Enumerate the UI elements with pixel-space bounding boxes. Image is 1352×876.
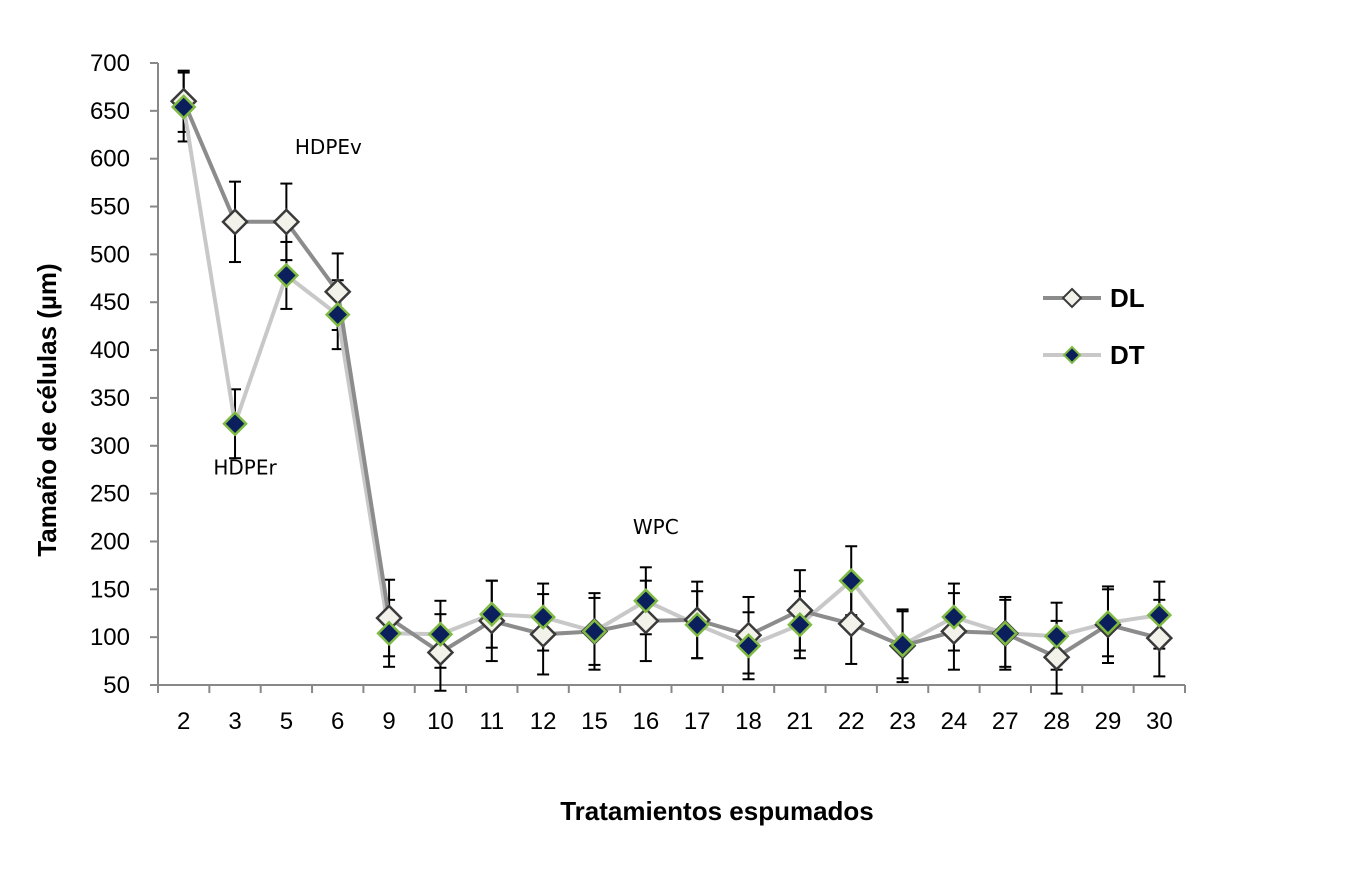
y-tick-label: 700 <box>90 50 130 77</box>
x-tick-label: 2 <box>177 708 190 735</box>
point-dt <box>427 621 454 648</box>
x-tick-label: 16 <box>632 708 659 735</box>
y-tick-label: 250 <box>90 481 130 508</box>
point-dl <box>272 208 301 236</box>
x-tick-label: 23 <box>889 708 916 735</box>
point-dt <box>530 604 556 630</box>
point-dt <box>324 301 351 328</box>
point-dt <box>941 604 967 630</box>
point-dt <box>1043 623 1070 649</box>
y-tick-label: 600 <box>90 146 130 173</box>
annotation-label: WPC <box>633 515 679 539</box>
y-tick-label: 450 <box>90 289 130 316</box>
legend-marker-dt <box>1062 345 1082 365</box>
x-tick-label: 12 <box>530 708 557 735</box>
x-tick-label: 29 <box>1095 708 1122 735</box>
legend-label-dl: DL <box>1110 283 1145 313</box>
x-tick-label: 30 <box>1146 708 1173 735</box>
annotation-label: HDPEr <box>213 455 277 479</box>
y-tick-label: 200 <box>90 528 130 555</box>
x-tick-label: 10 <box>427 708 454 735</box>
point-dl <box>529 620 557 649</box>
annotations: HDPEv HDPEr WPC <box>213 135 678 539</box>
point-dt <box>787 611 813 638</box>
point-dt <box>838 567 864 594</box>
y-tick-label: 650 <box>90 98 130 125</box>
y-tick-label: 500 <box>90 241 130 268</box>
x-tick-label: 28 <box>1043 708 1070 735</box>
point-dl <box>940 617 968 646</box>
annotation-label: HDPEv <box>295 135 362 159</box>
point-dl <box>632 607 660 635</box>
point-dt <box>1146 602 1173 628</box>
series-markers <box>169 87 1174 672</box>
point-dt <box>170 94 197 120</box>
x-tick-label: 22 <box>838 708 865 735</box>
y-tick-label: 350 <box>90 385 130 412</box>
point-dl <box>1145 624 1174 652</box>
point-dt <box>479 601 505 627</box>
legend-label-dt: DT <box>1110 340 1145 370</box>
point-dt <box>889 632 916 658</box>
point-dt <box>273 262 300 289</box>
point-dt <box>376 620 402 647</box>
series-lines <box>181 100 1160 660</box>
y-tick-label: 50 <box>103 672 130 699</box>
x-tick-label: 21 <box>787 708 814 735</box>
point-dl <box>221 208 249 236</box>
y-tick-label: 550 <box>90 194 130 221</box>
point-dl <box>426 638 455 667</box>
x-axis-title: Tratamientos espumados <box>560 796 874 826</box>
point-dt <box>992 620 1019 647</box>
x-tick-label: 9 <box>382 708 395 735</box>
x-tick-label: 6 <box>331 708 344 735</box>
point-dl <box>1042 643 1071 672</box>
legend: DL DT <box>1043 283 1145 370</box>
x-tick-label: 15 <box>581 708 608 735</box>
point-dt <box>1095 610 1121 636</box>
axes <box>150 62 1186 693</box>
x-tick-label: 17 <box>684 708 711 735</box>
legend-marker-dl <box>1061 287 1083 309</box>
x-tick-label: 5 <box>280 708 293 735</box>
series-line-dt <box>181 106 1160 648</box>
x-tick-label: 18 <box>735 708 762 735</box>
x-tick-label: 11 <box>479 708 504 735</box>
tick-labels: 50 100 150 200 250 300 350 400 450 500 550 600 650 70… <box>90 50 1173 735</box>
point-dt <box>633 588 659 614</box>
point-dt <box>735 632 762 659</box>
point-dt <box>222 410 248 437</box>
x-tick-label: 3 <box>228 708 241 735</box>
y-tick-label: 300 <box>90 433 130 460</box>
y-tick-label: 150 <box>90 576 130 603</box>
x-tick-label: 27 <box>992 708 1019 735</box>
series-line-dl <box>181 100 1160 660</box>
y-tick-label: 100 <box>90 624 130 651</box>
point-dl <box>837 609 865 638</box>
point-dt <box>581 618 608 645</box>
error-bars <box>177 69 1166 695</box>
x-tick-label: 24 <box>941 708 968 735</box>
point-dt <box>684 611 710 638</box>
y-tick-label: 400 <box>90 337 130 364</box>
y-axis-title: Tamaño de células (µm) <box>32 263 62 556</box>
